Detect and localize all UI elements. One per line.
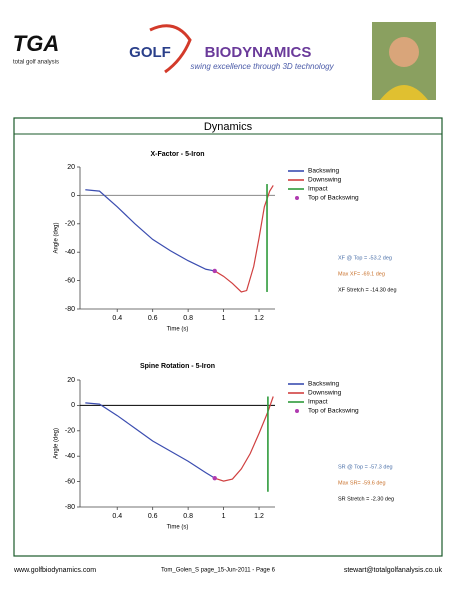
- brand-swoosh: [149, 24, 192, 74]
- photo-face: [389, 37, 419, 67]
- legend-label: Impact: [308, 399, 328, 406]
- x-tick-label: 1: [222, 513, 226, 520]
- y-tick-label: -80: [65, 306, 75, 313]
- annotation: XF @ Top = -53.2 deg: [338, 255, 392, 261]
- series-line: [85, 189, 215, 272]
- x-tick-label: 0.6: [148, 315, 158, 322]
- x-tick-label: 0.8: [183, 315, 193, 322]
- x-axis-label: Time (s): [167, 327, 189, 333]
- series-line: [214, 396, 274, 482]
- frame: [13, 117, 443, 557]
- section-title: Dynamics: [204, 121, 253, 133]
- x-tick-label: 1.2: [254, 513, 264, 520]
- top-marker: [212, 268, 217, 274]
- footer-left: www.golfbiodynamics.com: [13, 567, 96, 574]
- y-tick-label: -40: [65, 249, 75, 256]
- legend-label: Backswing: [308, 168, 339, 175]
- x-tick-label: 1.2: [254, 315, 264, 322]
- chart-title: X-Factor - 5-Iron: [150, 151, 204, 158]
- x-axis-label: Time (s): [167, 525, 189, 531]
- legend-label: Backswing: [308, 381, 339, 388]
- y-axis-label: Angle (deg): [54, 428, 60, 459]
- y-tick-label: -80: [65, 504, 75, 511]
- x-tick-label: 0.4: [112, 513, 122, 520]
- brand-left: GOLF: [129, 44, 171, 61]
- logo: TGA: [13, 31, 59, 56]
- y-tick-label: 0: [71, 402, 75, 409]
- legend-swatch: [295, 196, 299, 200]
- legend-label: Top of Backswing: [308, 195, 359, 202]
- x-tick-label: 0.6: [148, 513, 158, 520]
- chart-title: Spine Rotation - 5-Iron: [140, 363, 215, 370]
- footer-center: Tom_Golen_S page_15-Jun-2011 - Page 6: [161, 568, 276, 574]
- y-tick-label: -60: [65, 277, 75, 284]
- annotation: Max SR= -59.6 deg: [338, 480, 386, 486]
- annotation: XF Stretch = -14.30 deg: [338, 287, 397, 293]
- footer-right: stewart@totalgolfanalysis.co.uk: [344, 567, 443, 574]
- legend-label: Top of Backswing: [308, 408, 359, 415]
- x-tick-label: 0.4: [112, 315, 122, 322]
- y-tick-label: 0: [71, 192, 75, 199]
- legend-label: Downswing: [308, 390, 342, 397]
- series-line: [85, 402, 216, 479]
- top-marker: [212, 475, 217, 481]
- legend-swatch: [295, 409, 299, 413]
- logo-caption: total golf analysis: [13, 60, 59, 66]
- brand-right: BIODYNAMICS: [205, 44, 312, 61]
- annotation: Max XF= -69.1 deg: [338, 271, 385, 277]
- y-tick-label: 20: [67, 164, 75, 171]
- annotation: SR @ Top = -57.3 deg: [338, 464, 393, 470]
- tagline: swing excellence through 3D technology: [190, 62, 334, 71]
- photo-shirt: [380, 85, 428, 100]
- x-tick-label: 1: [222, 315, 226, 322]
- legend-label: Impact: [308, 186, 328, 193]
- y-tick-label: -20: [65, 221, 75, 228]
- y-tick-label: -40: [65, 453, 75, 460]
- y-axis-label: Angle (deg): [54, 222, 60, 253]
- annotation: SR Stretch = -2.30 deg: [338, 496, 394, 502]
- y-tick-label: 20: [67, 377, 75, 384]
- y-tick-label: -20: [65, 428, 75, 435]
- y-tick-label: -60: [65, 478, 75, 485]
- legend-label: Downswing: [308, 177, 342, 184]
- x-tick-label: 0.8: [183, 513, 193, 520]
